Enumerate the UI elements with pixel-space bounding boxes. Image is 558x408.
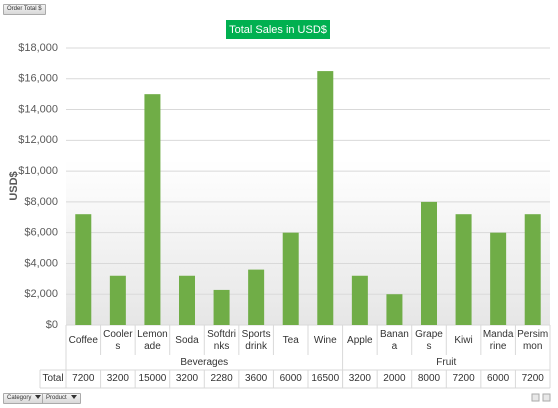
title-box — [226, 20, 330, 39]
total-value: 7200 — [452, 373, 475, 384]
total-value: 6000 — [487, 373, 510, 384]
bar — [75, 214, 92, 325]
y-tick-label: $12,000 — [18, 134, 58, 146]
total-value: 16500 — [311, 373, 340, 384]
total-value: 3200 — [348, 373, 371, 384]
collapse-button[interactable] — [542, 393, 551, 402]
bar — [490, 232, 507, 325]
y-tick-label: $0 — [46, 319, 58, 331]
bar — [386, 294, 403, 325]
category-label: Lemonade — [137, 329, 168, 352]
total-value: 6000 — [279, 373, 302, 384]
category-label: Persimmon — [517, 329, 549, 352]
bar — [524, 214, 541, 325]
total-value: 2280 — [210, 373, 233, 384]
bar — [282, 232, 299, 325]
bar — [248, 269, 265, 325]
total-value: 7200 — [521, 373, 544, 384]
total-value: 7200 — [72, 373, 95, 384]
bar — [179, 275, 195, 325]
row-label: Total — [42, 373, 64, 384]
total-value: 3600 — [245, 373, 268, 384]
category-label: Coolers — [103, 329, 133, 352]
category-label: Banana — [379, 329, 409, 352]
bar — [213, 289, 230, 325]
y-tick-label: $4,000 — [24, 257, 58, 269]
row-field-button[interactable]: Category — [3, 393, 46, 404]
group-label: Fruit — [436, 357, 457, 368]
total-value: 15000 — [138, 373, 167, 384]
category-label: Apple — [347, 335, 373, 346]
y-tick-label: $10,000 — [18, 165, 58, 177]
category-label: Coffee — [68, 335, 98, 346]
category-label: Mandarine — [482, 329, 514, 352]
y-tick-label: $6,000 — [24, 227, 58, 239]
bar — [317, 71, 334, 325]
bar — [455, 214, 472, 325]
row-field-button[interactable]: Product — [42, 393, 81, 404]
bar — [351, 275, 368, 325]
total-value: 3200 — [175, 373, 199, 384]
category-label: Soda — [175, 335, 199, 346]
category-label: Softdrinks — [207, 329, 237, 352]
y-axis-title: USD$ — [8, 171, 20, 200]
category-label: Tea — [282, 335, 299, 346]
bar — [421, 201, 437, 325]
y-tick-label: $14,000 — [18, 103, 58, 115]
chart-title: Total Sales in USD$ — [229, 24, 327, 36]
plot-shading — [66, 160, 550, 325]
group-label: Beverages — [180, 357, 229, 368]
bar — [144, 94, 161, 326]
category-label: Sports drink — [241, 329, 271, 352]
y-tick-label: $2,000 — [24, 288, 58, 300]
expand-button[interactable] — [531, 393, 540, 402]
total-value: 2000 — [383, 373, 406, 384]
y-tick-label: $8,000 — [24, 196, 58, 208]
total-value: 8000 — [417, 373, 441, 384]
total-value: 3200 — [106, 373, 129, 384]
category-label: Wine — [313, 335, 337, 346]
bar — [109, 275, 126, 325]
category-label: Grapes — [415, 329, 443, 352]
value-field-button[interactable]: Order Total $ — [3, 4, 46, 15]
y-tick-label: $16,000 — [18, 73, 58, 85]
y-tick-label: $18,000 — [18, 42, 58, 54]
category-label: Kiwi — [454, 335, 473, 346]
